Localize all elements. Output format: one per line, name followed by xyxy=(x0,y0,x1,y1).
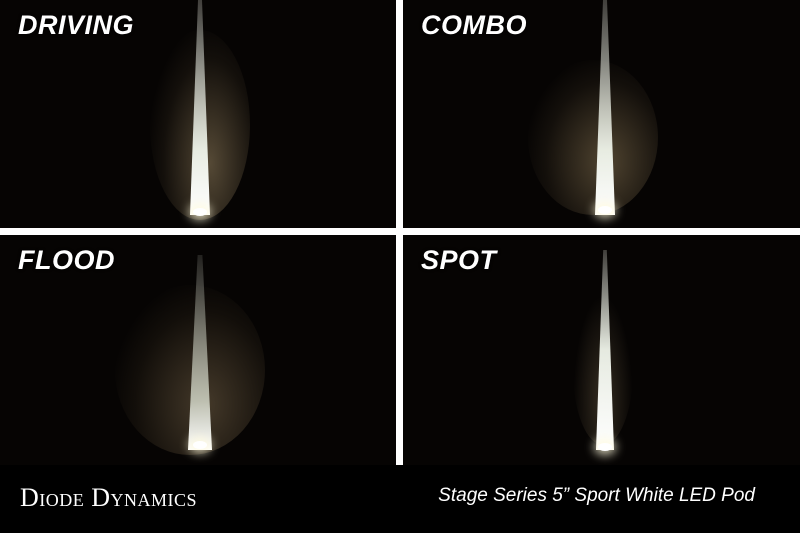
light-source xyxy=(598,206,612,214)
panel-label: DRIVING xyxy=(18,10,135,40)
spot-panel: SPOT xyxy=(403,235,800,467)
panel-label: FLOOD xyxy=(18,245,115,275)
panel-label: COMBO xyxy=(421,10,527,40)
combo-panel: COMBO xyxy=(403,0,800,228)
footer-bar: Diode Dynamics Stage Series 5” Sport Whi… xyxy=(0,465,800,533)
brand-logo: Diode Dynamics xyxy=(20,483,198,512)
driving-panel: DRIVING xyxy=(0,0,396,228)
panel-label: SPOT xyxy=(421,245,497,275)
flood-panel: FLOOD xyxy=(0,235,396,467)
product-name: Stage Series 5” Sport White LED Pod xyxy=(438,485,755,506)
beam-spill xyxy=(528,60,658,215)
light-source xyxy=(598,443,612,451)
light-source xyxy=(193,208,207,216)
light-source xyxy=(193,441,207,449)
